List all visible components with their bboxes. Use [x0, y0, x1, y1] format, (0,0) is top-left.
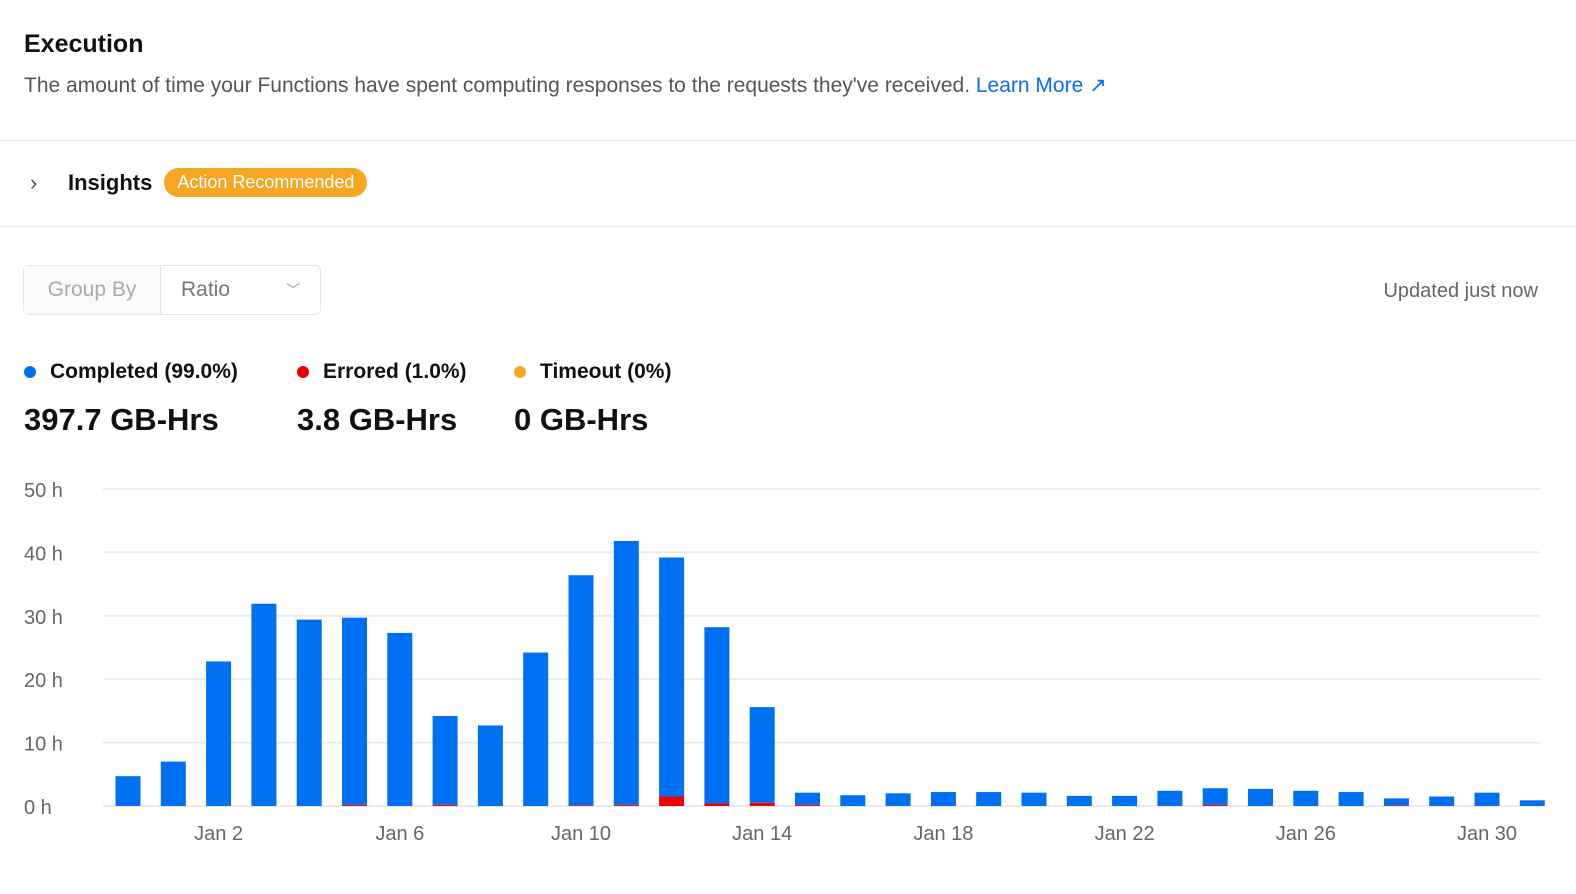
- bar-completed: [840, 795, 866, 806]
- bar-completed: [1112, 795, 1138, 806]
- y-tick-label: 10 h: [24, 734, 63, 756]
- bar-completed: [1519, 800, 1545, 806]
- updated-status: Updated just now: [1383, 280, 1538, 302]
- legend-value: 0 GB-Hrs: [514, 402, 649, 437]
- legend-errored: Errored (1.0%) 3.8 GB-Hrs: [297, 360, 467, 438]
- group-by-value: Ratio: [181, 278, 231, 301]
- bar-completed: [342, 617, 367, 805]
- bar-completed: [1383, 798, 1409, 806]
- bar-errored: [1383, 805, 1409, 806]
- learn-more-link[interactable]: Learn More ↗: [976, 74, 1107, 97]
- bar-errored: [432, 804, 458, 806]
- bar-completed: [613, 540, 639, 805]
- bar-completed: [296, 619, 322, 806]
- external-link-icon: ↗: [1089, 74, 1107, 97]
- bar-completed: [477, 725, 503, 806]
- bar-completed: [1338, 792, 1364, 806]
- bar-errored: [613, 804, 639, 806]
- legend-value: 397.7 GB-Hrs: [24, 402, 219, 437]
- y-tick-label: 50 h: [24, 480, 63, 502]
- bar-completed: [1066, 795, 1092, 806]
- chevron-right-icon: ›: [30, 169, 38, 195]
- insights-label: Insights: [68, 169, 153, 195]
- bar-completed: [387, 632, 413, 806]
- page-title: Execution: [24, 30, 144, 58]
- x-tick-label: Jan 26: [1276, 823, 1336, 845]
- bar-completed: [749, 707, 775, 803]
- bar-errored: [568, 805, 594, 806]
- group-by-label: Group By: [24, 266, 161, 314]
- bar-completed: [930, 792, 956, 806]
- x-tick-label: Jan 6: [375, 823, 424, 845]
- divider: [0, 140, 1576, 141]
- x-tick-label: Jan 22: [1095, 823, 1155, 845]
- bar-completed: [568, 575, 594, 806]
- bar-errored: [749, 802, 775, 806]
- bar-completed: [206, 661, 232, 806]
- description-text: The amount of time your Functions have s…: [24, 74, 971, 97]
- divider: [0, 226, 1576, 227]
- bar-completed: [160, 761, 186, 806]
- bar-completed: [1157, 790, 1183, 806]
- bar-completed: [795, 792, 820, 805]
- bar-completed: [885, 793, 911, 806]
- bar-completed: [523, 652, 549, 806]
- x-tick-label: Jan 10: [551, 823, 611, 845]
- bar-errored: [1202, 804, 1228, 806]
- bar-completed: [976, 792, 1002, 806]
- y-tick-label: 40 h: [24, 543, 63, 565]
- x-tick-label: Jan 2: [194, 823, 243, 845]
- bar-completed: [1202, 788, 1228, 805]
- bar-errored: [795, 804, 820, 806]
- bar-completed: [1021, 792, 1047, 806]
- group-by-dropdown[interactable]: Ratio ﹀: [161, 266, 320, 314]
- legend-value: 3.8 GB-Hrs: [297, 402, 458, 437]
- legend-label: Completed (99.0%): [50, 360, 238, 383]
- bar-completed: [432, 715, 458, 805]
- completed-dot-icon: [24, 366, 36, 378]
- y-tick-label: 30 h: [24, 607, 63, 629]
- description: The amount of time your Functions have s…: [24, 73, 1107, 98]
- status-badge: Action Recommended: [164, 168, 368, 197]
- errored-dot-icon: [297, 366, 309, 378]
- legend-completed: Completed (99.0%) 397.7 GB-Hrs: [24, 360, 238, 438]
- bar-errored: [342, 804, 367, 806]
- bar-completed: [251, 603, 277, 806]
- bar-completed: [115, 776, 141, 806]
- bar-completed: [1248, 788, 1273, 806]
- learn-more-label: Learn More: [975, 74, 1084, 97]
- bar-errored: [659, 796, 685, 806]
- group-by-select[interactable]: Group By Ratio ﹀: [23, 265, 321, 315]
- bar-completed: [1293, 790, 1319, 806]
- y-tick-label: 20 h: [24, 670, 63, 692]
- x-tick-label: Jan 14: [732, 823, 792, 845]
- bar-errored: [704, 803, 730, 806]
- chevron-down-icon: ﹀: [286, 282, 300, 298]
- x-tick-label: Jan 18: [913, 823, 973, 845]
- x-tick-label: Jan 30: [1457, 823, 1517, 845]
- bar-completed: [1429, 796, 1455, 806]
- legend-timeout: Timeout (0%) 0 GB-Hrs: [514, 360, 671, 438]
- insights-toggle[interactable]: › Insights Action Recommended: [30, 168, 368, 197]
- legend-label: Errored (1.0%): [323, 360, 467, 383]
- bar-completed: [1474, 792, 1500, 806]
- bar-completed: [704, 627, 730, 804]
- y-tick-label: 0 h: [24, 797, 52, 819]
- timeout-dot-icon: [514, 366, 526, 378]
- legend-label: Timeout (0%): [540, 360, 672, 383]
- bar-completed: [659, 557, 685, 797]
